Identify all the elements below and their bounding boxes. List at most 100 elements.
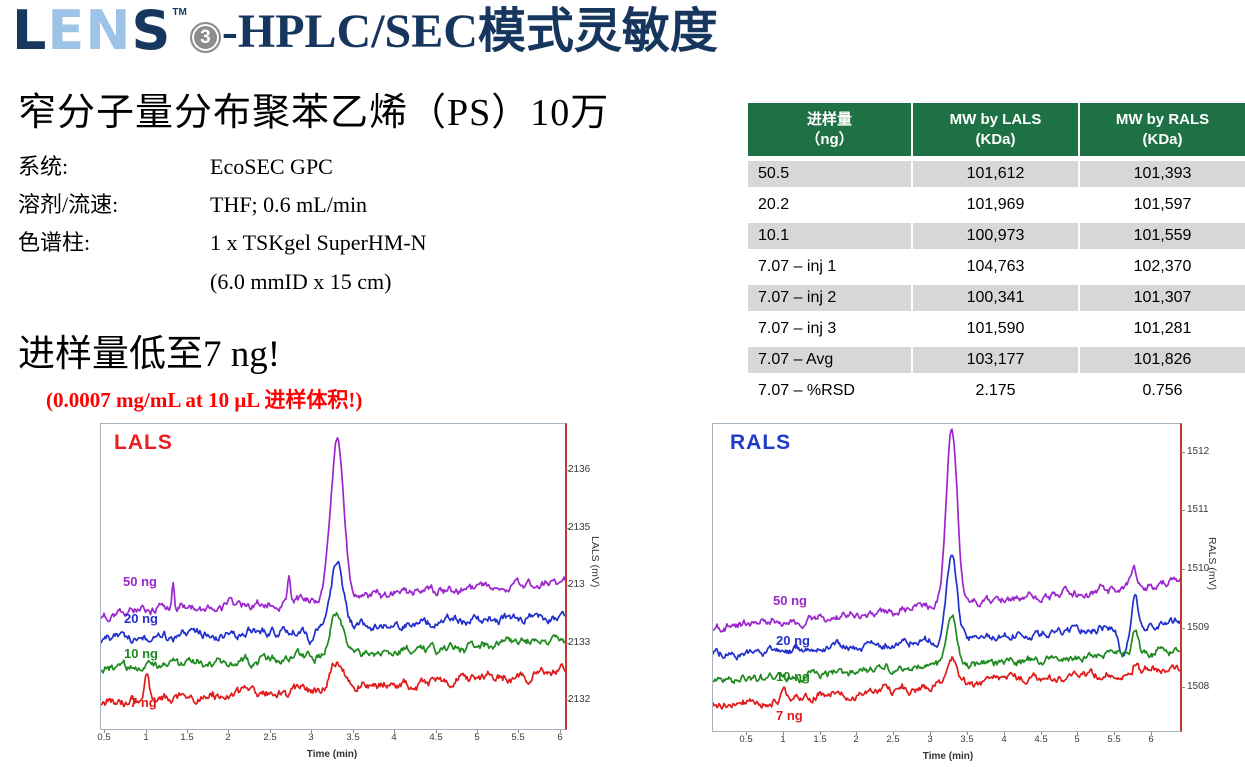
lals-chart: LALS 2136 2135 213 2133 2132 0.5 1 1.5 2 2.5 3 3.5 4 4… — [95, 420, 610, 767]
table-cell: 7.07 – inj 2 — [748, 285, 911, 311]
y-tick-mark — [1181, 510, 1185, 511]
table-row: 7.07 – Avg 103,177 101,826 — [748, 347, 1245, 373]
rals-chart: RALS 1512 1511 1510 1509 1508 0.5 1 1.5 2 2.5 3 3.5 4… — [705, 420, 1245, 767]
x-tick-label: 3.5 — [960, 734, 974, 745]
column-header-line: 进样量 — [806, 111, 852, 128]
spec-label — [18, 269, 210, 295]
spec-row-system: 系统: EcoSEC GPC — [18, 154, 728, 180]
spec-row-column: 色谱柱: 1 x TSKgel SuperHM-N — [18, 230, 728, 256]
chart-title: RALS — [730, 431, 792, 454]
spec-label: 系统: — [18, 153, 69, 179]
x-tick-label: 3.5 — [346, 732, 360, 743]
spec-value: EcoSEC GPC — [210, 153, 333, 179]
chart-title: LALS — [114, 431, 173, 454]
table-cell: 101,969 — [913, 192, 1078, 218]
x-tick-mark — [856, 732, 857, 735]
x-tick-mark — [353, 730, 354, 733]
trace-7-ng — [713, 656, 1180, 710]
table-cell: 7.07 – %RSD — [748, 378, 911, 404]
y-tick-label: 2132 — [568, 694, 591, 705]
spec-label: 溶剂/流速: — [18, 192, 119, 218]
trace-50-ng — [101, 437, 565, 623]
y-tick-label: 2133 — [568, 637, 591, 648]
table-row: 10.1 100,973 101,559 — [748, 223, 1245, 249]
logo-letter-l: L — [12, 0, 48, 62]
x-tick-mark — [893, 732, 894, 735]
x-tick-mark — [270, 730, 271, 733]
lens3-logo: L E N S TM 3 — [12, 0, 221, 62]
plot-area — [100, 423, 567, 730]
x-tick-label: 1 — [780, 734, 786, 745]
x-tick-label: 3 — [308, 732, 314, 743]
series-label-7-ng: 7 ng — [776, 708, 803, 723]
table-row: 50.5 101,612 101,393 — [748, 161, 1245, 187]
x-axis-label: Time (min) — [922, 751, 974, 762]
table-cell: 101,281 — [1080, 316, 1245, 342]
x-tick-label: 2 — [225, 732, 231, 743]
table-header-row: 进样量 （ng） MW by LALS (KDa) MW by RALS (KD… — [748, 103, 1245, 156]
table-row: 7.07 – inj 3 101,590 101,281 — [748, 316, 1245, 342]
y-tick-mark — [1181, 452, 1185, 453]
y-axis-label: RALS (mV) — [1206, 536, 1218, 590]
x-tick-mark — [1151, 732, 1152, 735]
x-tick-mark — [187, 730, 188, 733]
spec-value: THF; 0.6 mL/min — [210, 192, 368, 218]
series-label-50-ng: 50 ng — [773, 593, 807, 608]
table-cell: 104,763 — [913, 254, 1078, 280]
y-tick-label: 213 — [568, 579, 585, 590]
y-tick-mark — [1181, 628, 1185, 629]
x-tick-mark — [436, 730, 437, 733]
x-tick-label: 1.5 — [813, 734, 827, 745]
table-cell: 101,826 — [1080, 347, 1245, 373]
series-label-50-ng: 50 ng — [123, 574, 157, 589]
table-cell: 101,597 — [1080, 192, 1245, 218]
table-row: 20.2 101,969 101,597 — [748, 192, 1245, 218]
y-tick-label: 1508 — [1187, 681, 1210, 692]
x-tick-label: 5 — [1074, 734, 1080, 745]
logo-letter-s: S — [131, 0, 172, 62]
x-tick-mark — [1077, 732, 1078, 735]
trace-50-ng — [713, 428, 1180, 633]
column-header-line: MW by RALS — [1115, 111, 1210, 128]
y-tick-label: 1510 — [1187, 563, 1210, 574]
table-cell: 101,393 — [1080, 161, 1245, 187]
x-tick-label: 4 — [391, 732, 397, 743]
y-tick-mark — [1181, 569, 1185, 570]
x-tick-mark — [820, 732, 821, 735]
x-tick-label: 2 — [853, 734, 859, 745]
y-tick-mark — [1181, 687, 1185, 688]
column-header-line: MW by LALS — [949, 111, 1042, 128]
x-tick-label: 0.5 — [739, 734, 753, 745]
table-cell: 101,307 — [1080, 285, 1245, 311]
y-tick-label: 1512 — [1187, 446, 1210, 457]
table-cell: 103,177 — [913, 347, 1078, 373]
trace-7-ng — [101, 661, 565, 708]
mw-table-body: 50.5 101,612 101,393 20.2 101,969 101,597 10.1… — [748, 161, 1245, 404]
table-cell: 7.07 – inj 1 — [748, 254, 911, 280]
x-tick-label: 1 — [143, 732, 149, 743]
table-row: 7.07 – inj 1 104,763 102,370 — [748, 254, 1245, 280]
page-title: -HPLC/SEC模式灵敏度 — [221, 4, 718, 58]
column-header-line: (KDa) — [975, 130, 1016, 148]
injection-heading: 进样量低至7 ng! — [18, 334, 281, 376]
lens3-badge-icon: 3 — [189, 21, 221, 53]
logo-letter-n: N — [85, 0, 132, 62]
x-tick-label: 1.5 — [180, 732, 194, 743]
x-tick-mark — [560, 730, 561, 733]
y-tick-mark — [566, 585, 570, 586]
y-tick-label: 1509 — [1187, 622, 1210, 633]
y-tick-label: 2136 — [568, 464, 591, 475]
column-header-mw-lals: MW by LALS (KDa) — [913, 103, 1078, 156]
x-tick-mark — [311, 730, 312, 733]
table-cell: 50.5 — [748, 161, 911, 187]
trace-10-ng — [713, 614, 1180, 685]
x-tick-mark — [477, 730, 478, 733]
info-block: 窄分子量分布聚苯乙烯（PS）10万 系统: EcoSEC GPC 溶剂/流速: … — [18, 92, 728, 414]
table-cell: 102,370 — [1080, 254, 1245, 280]
x-tick-label: 4.5 — [429, 732, 443, 743]
column-header-mw-rals: MW by RALS (KDa) — [1080, 103, 1245, 156]
table-cell: 100,341 — [913, 285, 1078, 311]
x-tick-label: 6 — [557, 732, 563, 743]
x-tick-mark — [1114, 732, 1115, 735]
table-cell: 7.07 – Avg — [748, 347, 911, 373]
